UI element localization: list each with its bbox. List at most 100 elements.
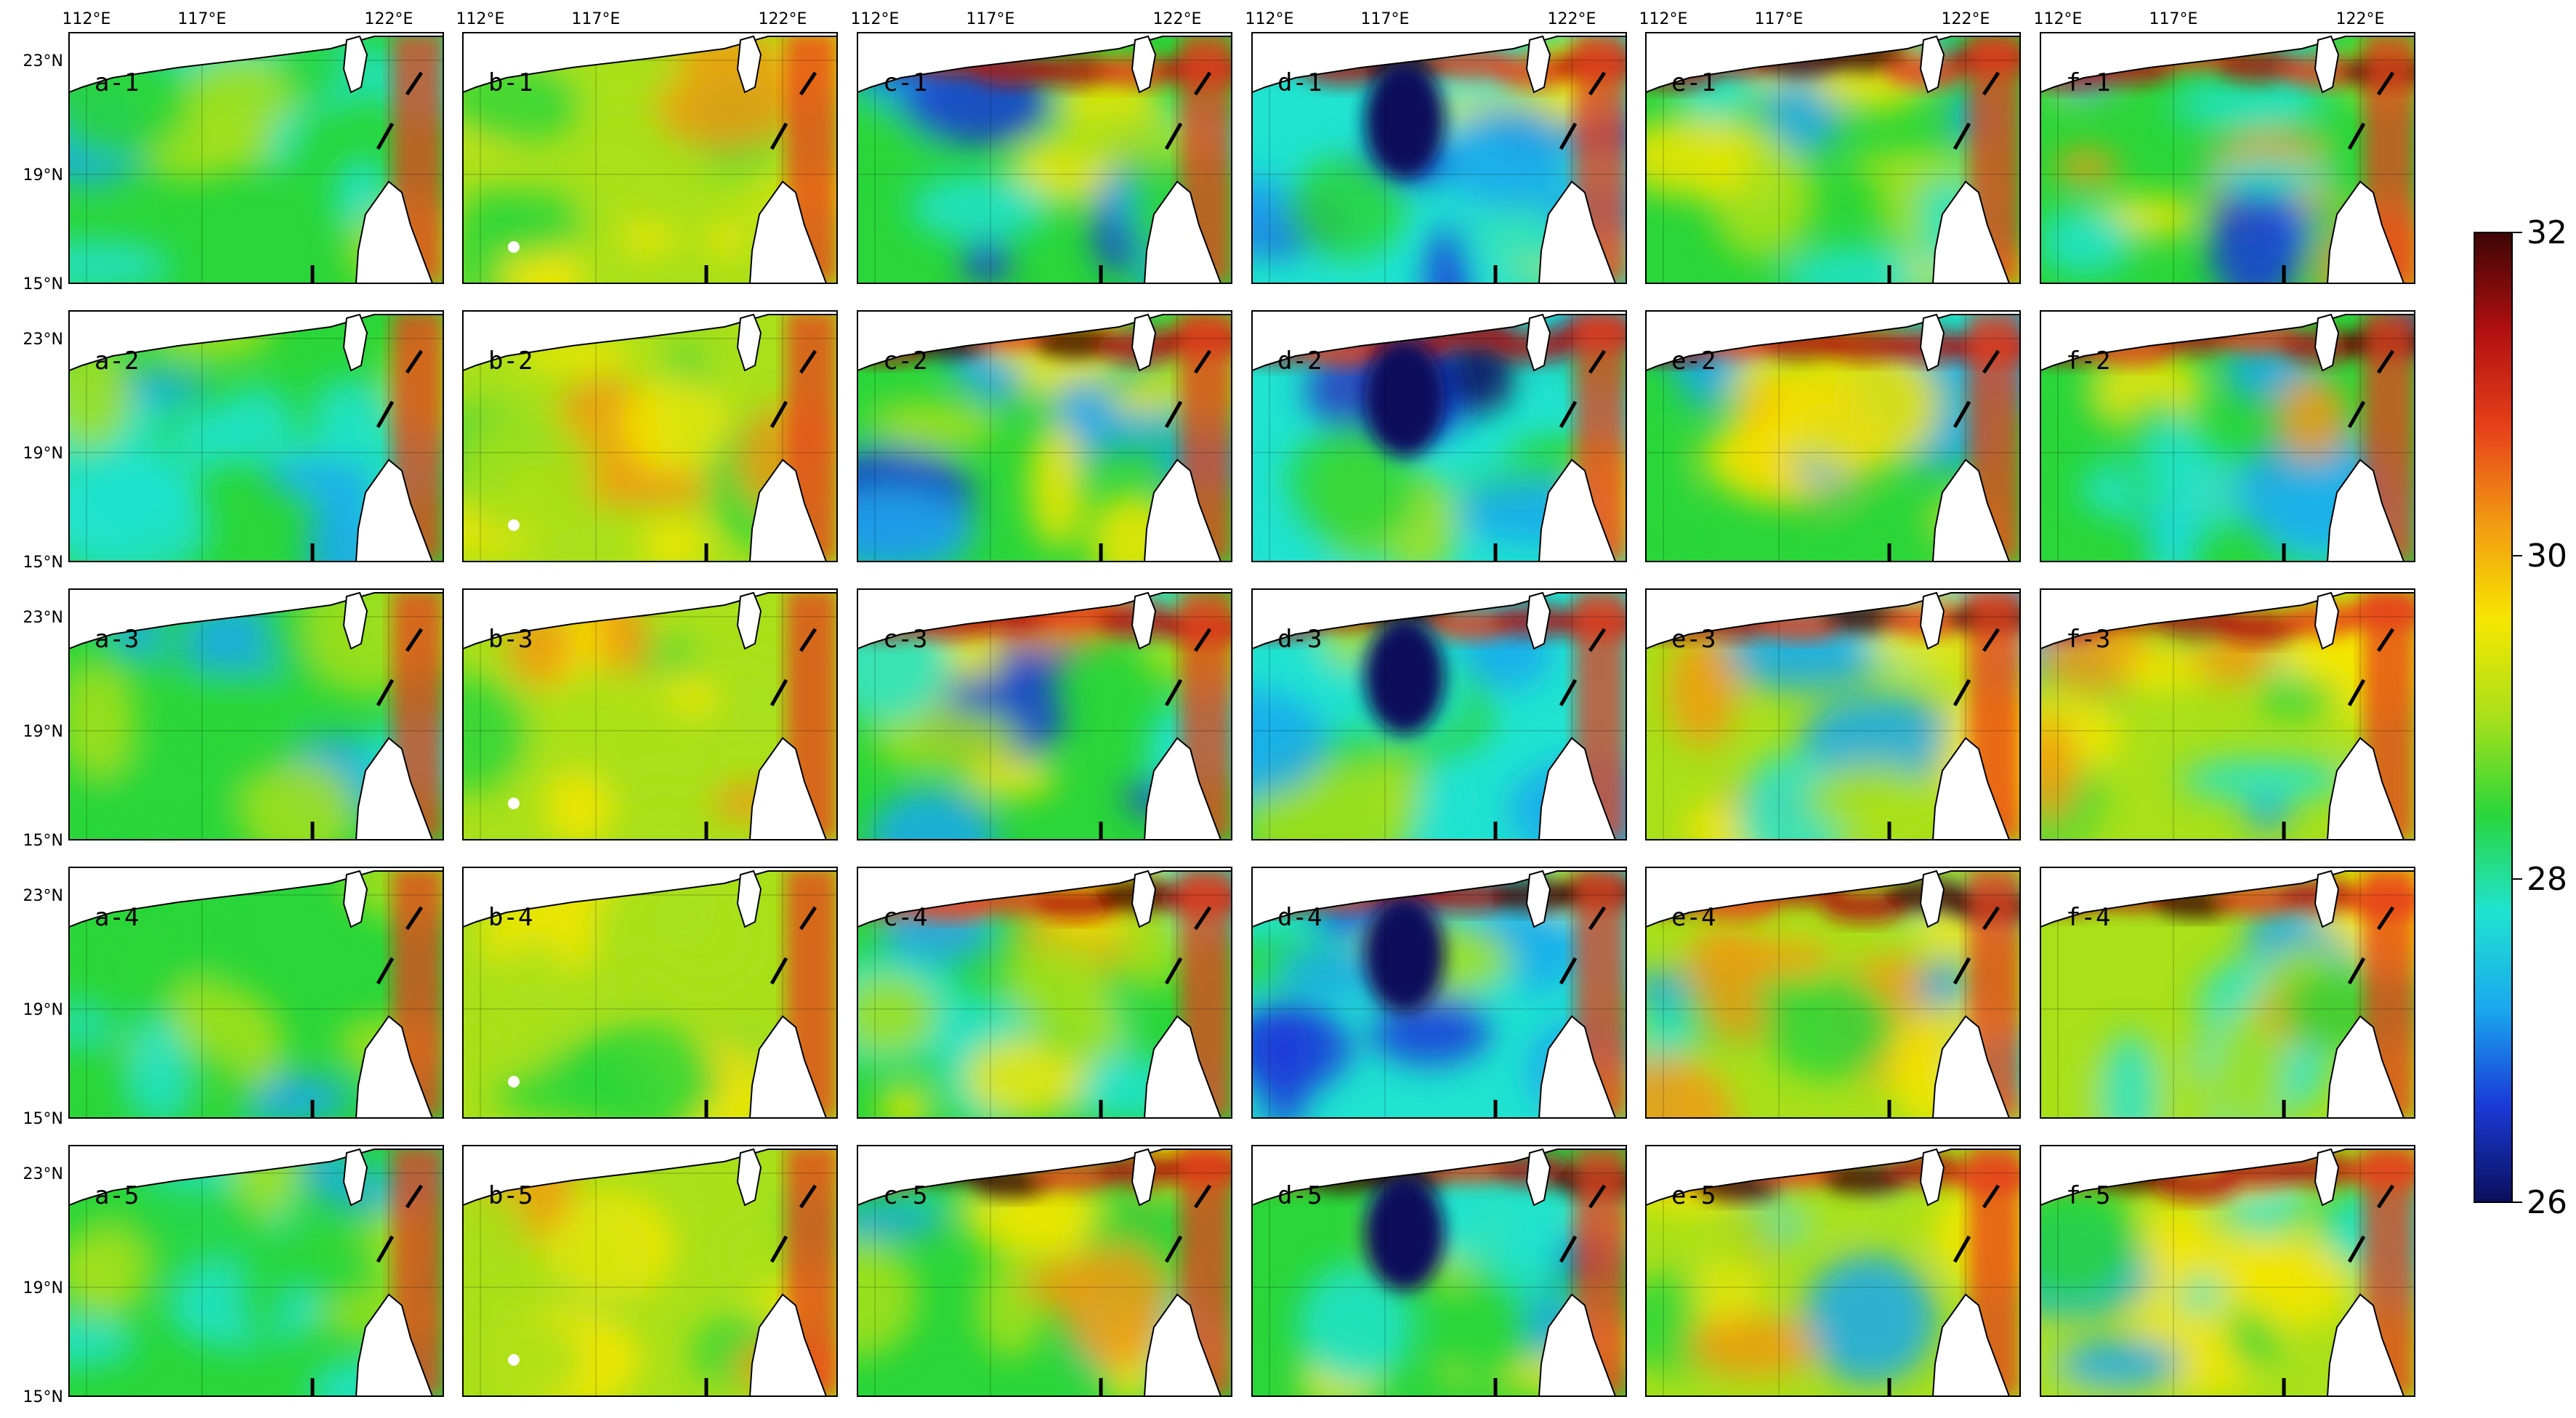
colorbar-tick-label: 26	[2527, 1184, 2567, 1221]
panel-frame	[68, 32, 444, 284]
panel-label: f-3	[2066, 625, 2110, 654]
panel-frame	[2040, 1145, 2415, 1397]
lat-tick-label: 19°N	[23, 166, 63, 185]
lon-tick-label: 117°E	[1755, 10, 1804, 28]
panel-c-1: c-1 112°E 117°E 122°E	[851, 10, 1232, 284]
colorbar-tick-label: 32	[2527, 214, 2567, 251]
panel-f-5: f-5	[2040, 1145, 2415, 1397]
lon-tick-label: 117°E	[178, 10, 227, 28]
panel-label: a-4	[94, 903, 139, 932]
panel-frame	[1645, 310, 2021, 562]
panel-a-2: a-2 23°N 19°N 15°N	[23, 310, 444, 572]
panel-d-1: d-1 112°E 117°E 122°E	[1245, 10, 1627, 284]
lat-tick-label: 19°N	[23, 445, 63, 463]
land-mask	[2040, 32, 2415, 284]
panel-frame	[857, 867, 1232, 1119]
sst-field	[2040, 867, 2415, 1118]
panel-frame	[68, 867, 444, 1119]
panel-frame	[462, 588, 838, 840]
land-mask	[68, 588, 444, 840]
section-lines	[1493, 71, 1607, 283]
section-lines	[2282, 349, 2395, 562]
panel-label: e-5	[1671, 1181, 1716, 1210]
panel-frame	[1251, 588, 1627, 840]
land-mask	[1251, 588, 1627, 840]
section-lines	[1887, 349, 2000, 562]
section-lines	[1887, 1184, 2000, 1396]
lon-tick-label: 122°E	[759, 10, 807, 28]
panel-d-2: d-2	[1251, 310, 1627, 562]
panel-label: f-4	[2066, 903, 2110, 932]
station-marker	[508, 519, 520, 531]
land-mask	[1645, 32, 2021, 284]
sst-field	[1252, 589, 1626, 840]
panel-grid: a-1 112°E 117°E 122°E 23°N 19°N 15°N b-1 112°E 11…	[23, 10, 2415, 1406]
panel-a-4: a-4 23°N 19°N 15°N	[23, 867, 444, 1128]
colorbar-tick-label: 30	[2527, 538, 2567, 575]
station-marker	[508, 1076, 520, 1087]
lat-tick-label: 19°N	[23, 1001, 63, 1019]
panel-label: c-3	[883, 625, 927, 654]
panel-label: d-3	[1277, 625, 1322, 654]
lat-tick-label: 19°N	[23, 1279, 63, 1297]
panel-label: f-1	[2066, 68, 2110, 97]
lon-tick-label: 112°E	[62, 10, 111, 28]
lon-tick-label: 117°E	[2149, 10, 2198, 28]
panel-frame	[462, 867, 838, 1119]
section-lines	[2282, 906, 2395, 1118]
panel-label: f-5	[2066, 1181, 2110, 1210]
panel-label: c-1	[883, 68, 927, 97]
panel-frame	[2040, 310, 2415, 562]
panel-frame	[462, 310, 838, 562]
panel-frame	[68, 588, 444, 840]
section-lines	[1099, 71, 1212, 283]
section-lines	[2282, 1184, 2395, 1396]
sst-field	[1252, 1146, 1626, 1396]
lon-tick-label: 112°E	[456, 10, 505, 28]
panel-label: a-1	[94, 68, 139, 97]
section-lines	[1099, 906, 1212, 1118]
station-marker	[508, 1354, 520, 1366]
sst-field	[463, 867, 837, 1118]
panel-frame	[2040, 867, 2415, 1119]
panel-label: d-2	[1277, 347, 1322, 376]
panel-frame	[68, 1145, 444, 1397]
panel-frame	[857, 32, 1232, 284]
panel-d-3: d-3	[1251, 588, 1627, 840]
panel-b-5: b-5	[462, 1145, 838, 1397]
panel-c-3: c-3	[857, 588, 1232, 840]
section-lines	[1099, 1184, 1212, 1396]
land-mask	[857, 310, 1232, 562]
panel-frame	[2040, 32, 2415, 284]
panel-label: c-4	[883, 903, 927, 932]
section-lines	[310, 349, 424, 562]
lon-tick-label: 122°E	[1942, 10, 1990, 28]
panel-frame	[1251, 1145, 1627, 1397]
panel-label: d-4	[1277, 903, 1322, 932]
panel-label: b-3	[488, 625, 533, 654]
panel-a-5: a-5 23°N 19°N 15°N	[23, 1145, 444, 1406]
panel-label: d-5	[1277, 1181, 1322, 1210]
lon-tick-label: 112°E	[851, 10, 900, 28]
lon-tick-label: 122°E	[1153, 10, 1202, 28]
section-lines	[704, 628, 817, 840]
sst-field	[69, 867, 443, 1118]
lat-tick-label: 15°N	[23, 1110, 63, 1128]
panel-frame	[1645, 1145, 2021, 1397]
panel-b-1: b-1 112°E 117°E 122°E	[456, 10, 838, 284]
section-lines	[1099, 628, 1212, 840]
panel-label: b-2	[488, 347, 533, 376]
panel-f-2: f-2	[2040, 310, 2415, 562]
panel-label: c-2	[883, 347, 927, 376]
panel-label: a-3	[94, 625, 139, 654]
section-lines	[1493, 1184, 1607, 1396]
lat-tick-label: 23°N	[23, 609, 63, 627]
lat-tick-label: 15°N	[23, 275, 63, 293]
section-lines	[1493, 906, 1607, 1118]
panel-c-5: c-5	[857, 1145, 1232, 1397]
panel-e-3: e-3	[1645, 588, 2021, 840]
lon-tick-label: 117°E	[966, 10, 1015, 28]
panel-label: e-4	[1671, 903, 1716, 932]
panel-d-4: d-4	[1251, 867, 1627, 1119]
lat-tick-label: 15°N	[23, 554, 63, 572]
